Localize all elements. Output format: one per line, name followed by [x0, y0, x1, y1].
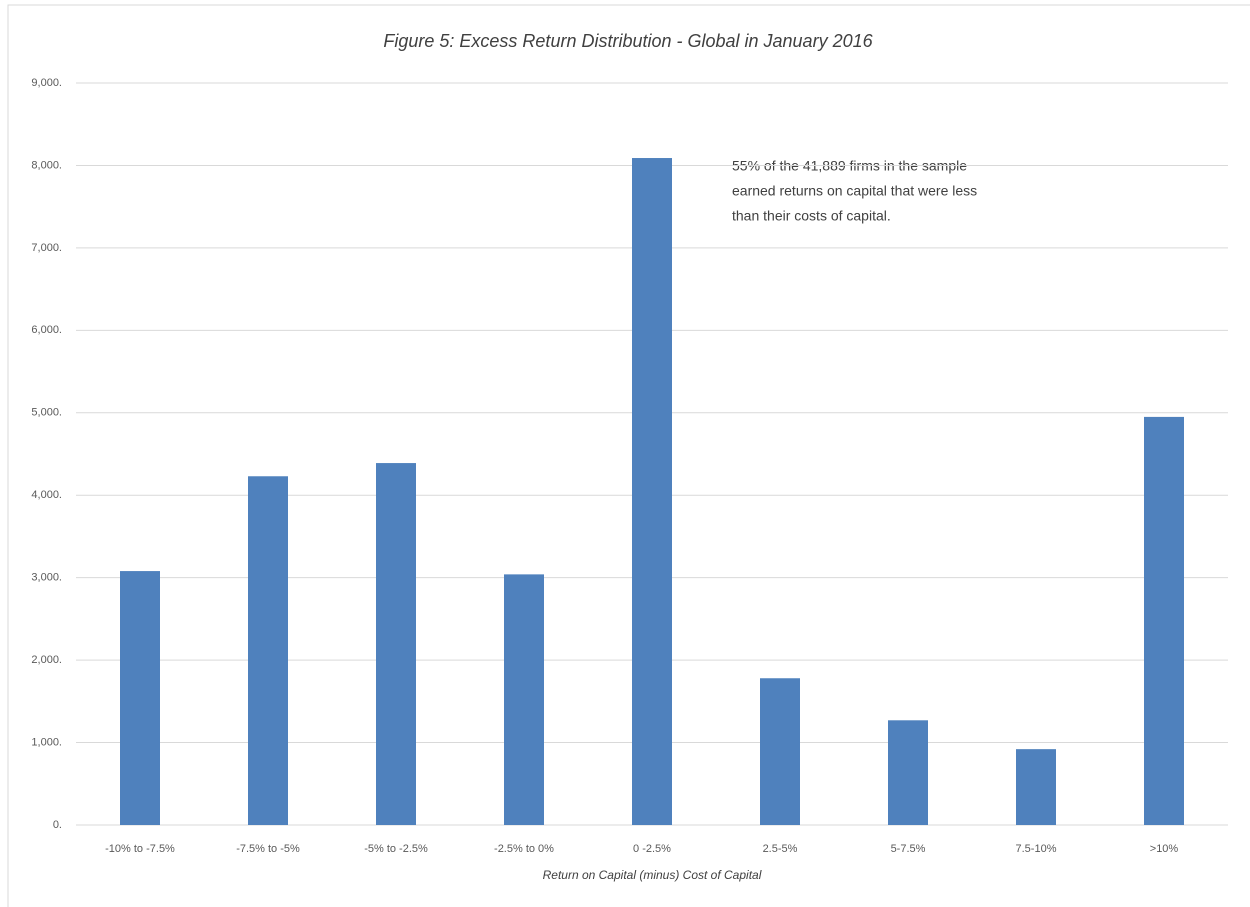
bar: [376, 463, 416, 825]
bar: [632, 158, 672, 826]
x-tick-label: 7.5-10%: [1016, 843, 1057, 855]
annotation: than their costs of capital.: [732, 208, 891, 224]
bar: [248, 476, 288, 825]
y-tick-label: 2,000.: [31, 654, 62, 666]
y-tick-label: 5,000.: [31, 407, 62, 419]
x-tick-label: -10% to -7.5%: [105, 843, 175, 855]
chart-title: Figure 5: Excess Return Distribution - G…: [383, 31, 873, 51]
y-tick-label: 0.: [53, 819, 62, 831]
annotation: earned returns on capital that were less: [732, 183, 977, 199]
x-tick-label: 2.5-5%: [763, 843, 798, 855]
x-tick-label: 5-7.5%: [891, 843, 926, 855]
y-tick-label: 1,000.: [31, 736, 62, 748]
x-axis-label: Return on Capital (minus) Cost of Capita…: [543, 868, 762, 882]
bar: [120, 571, 160, 825]
bar: [760, 678, 800, 825]
bar: [1016, 749, 1056, 825]
x-tick-label: -2.5% to 0%: [494, 843, 554, 855]
y-tick-label: 4,000.: [31, 489, 62, 501]
x-tick-label: -5% to -2.5%: [364, 843, 428, 855]
chart-frame: [7, 4, 1250, 907]
y-tick-label: 7,000.: [31, 242, 62, 254]
bar: [504, 574, 544, 825]
y-tick-label: 8,000.: [31, 159, 62, 171]
y-tick-label: 9,000.: [31, 77, 62, 89]
bar: [888, 720, 928, 825]
x-tick-label: 0 -2.5%: [633, 843, 671, 855]
bar: [1144, 416, 1184, 825]
y-tick-label: 6,000.: [31, 324, 62, 336]
x-tick-label: >10%: [1150, 843, 1179, 855]
y-tick-label: 3,000.: [31, 572, 62, 584]
x-tick-label: -7.5% to -5%: [236, 843, 300, 855]
